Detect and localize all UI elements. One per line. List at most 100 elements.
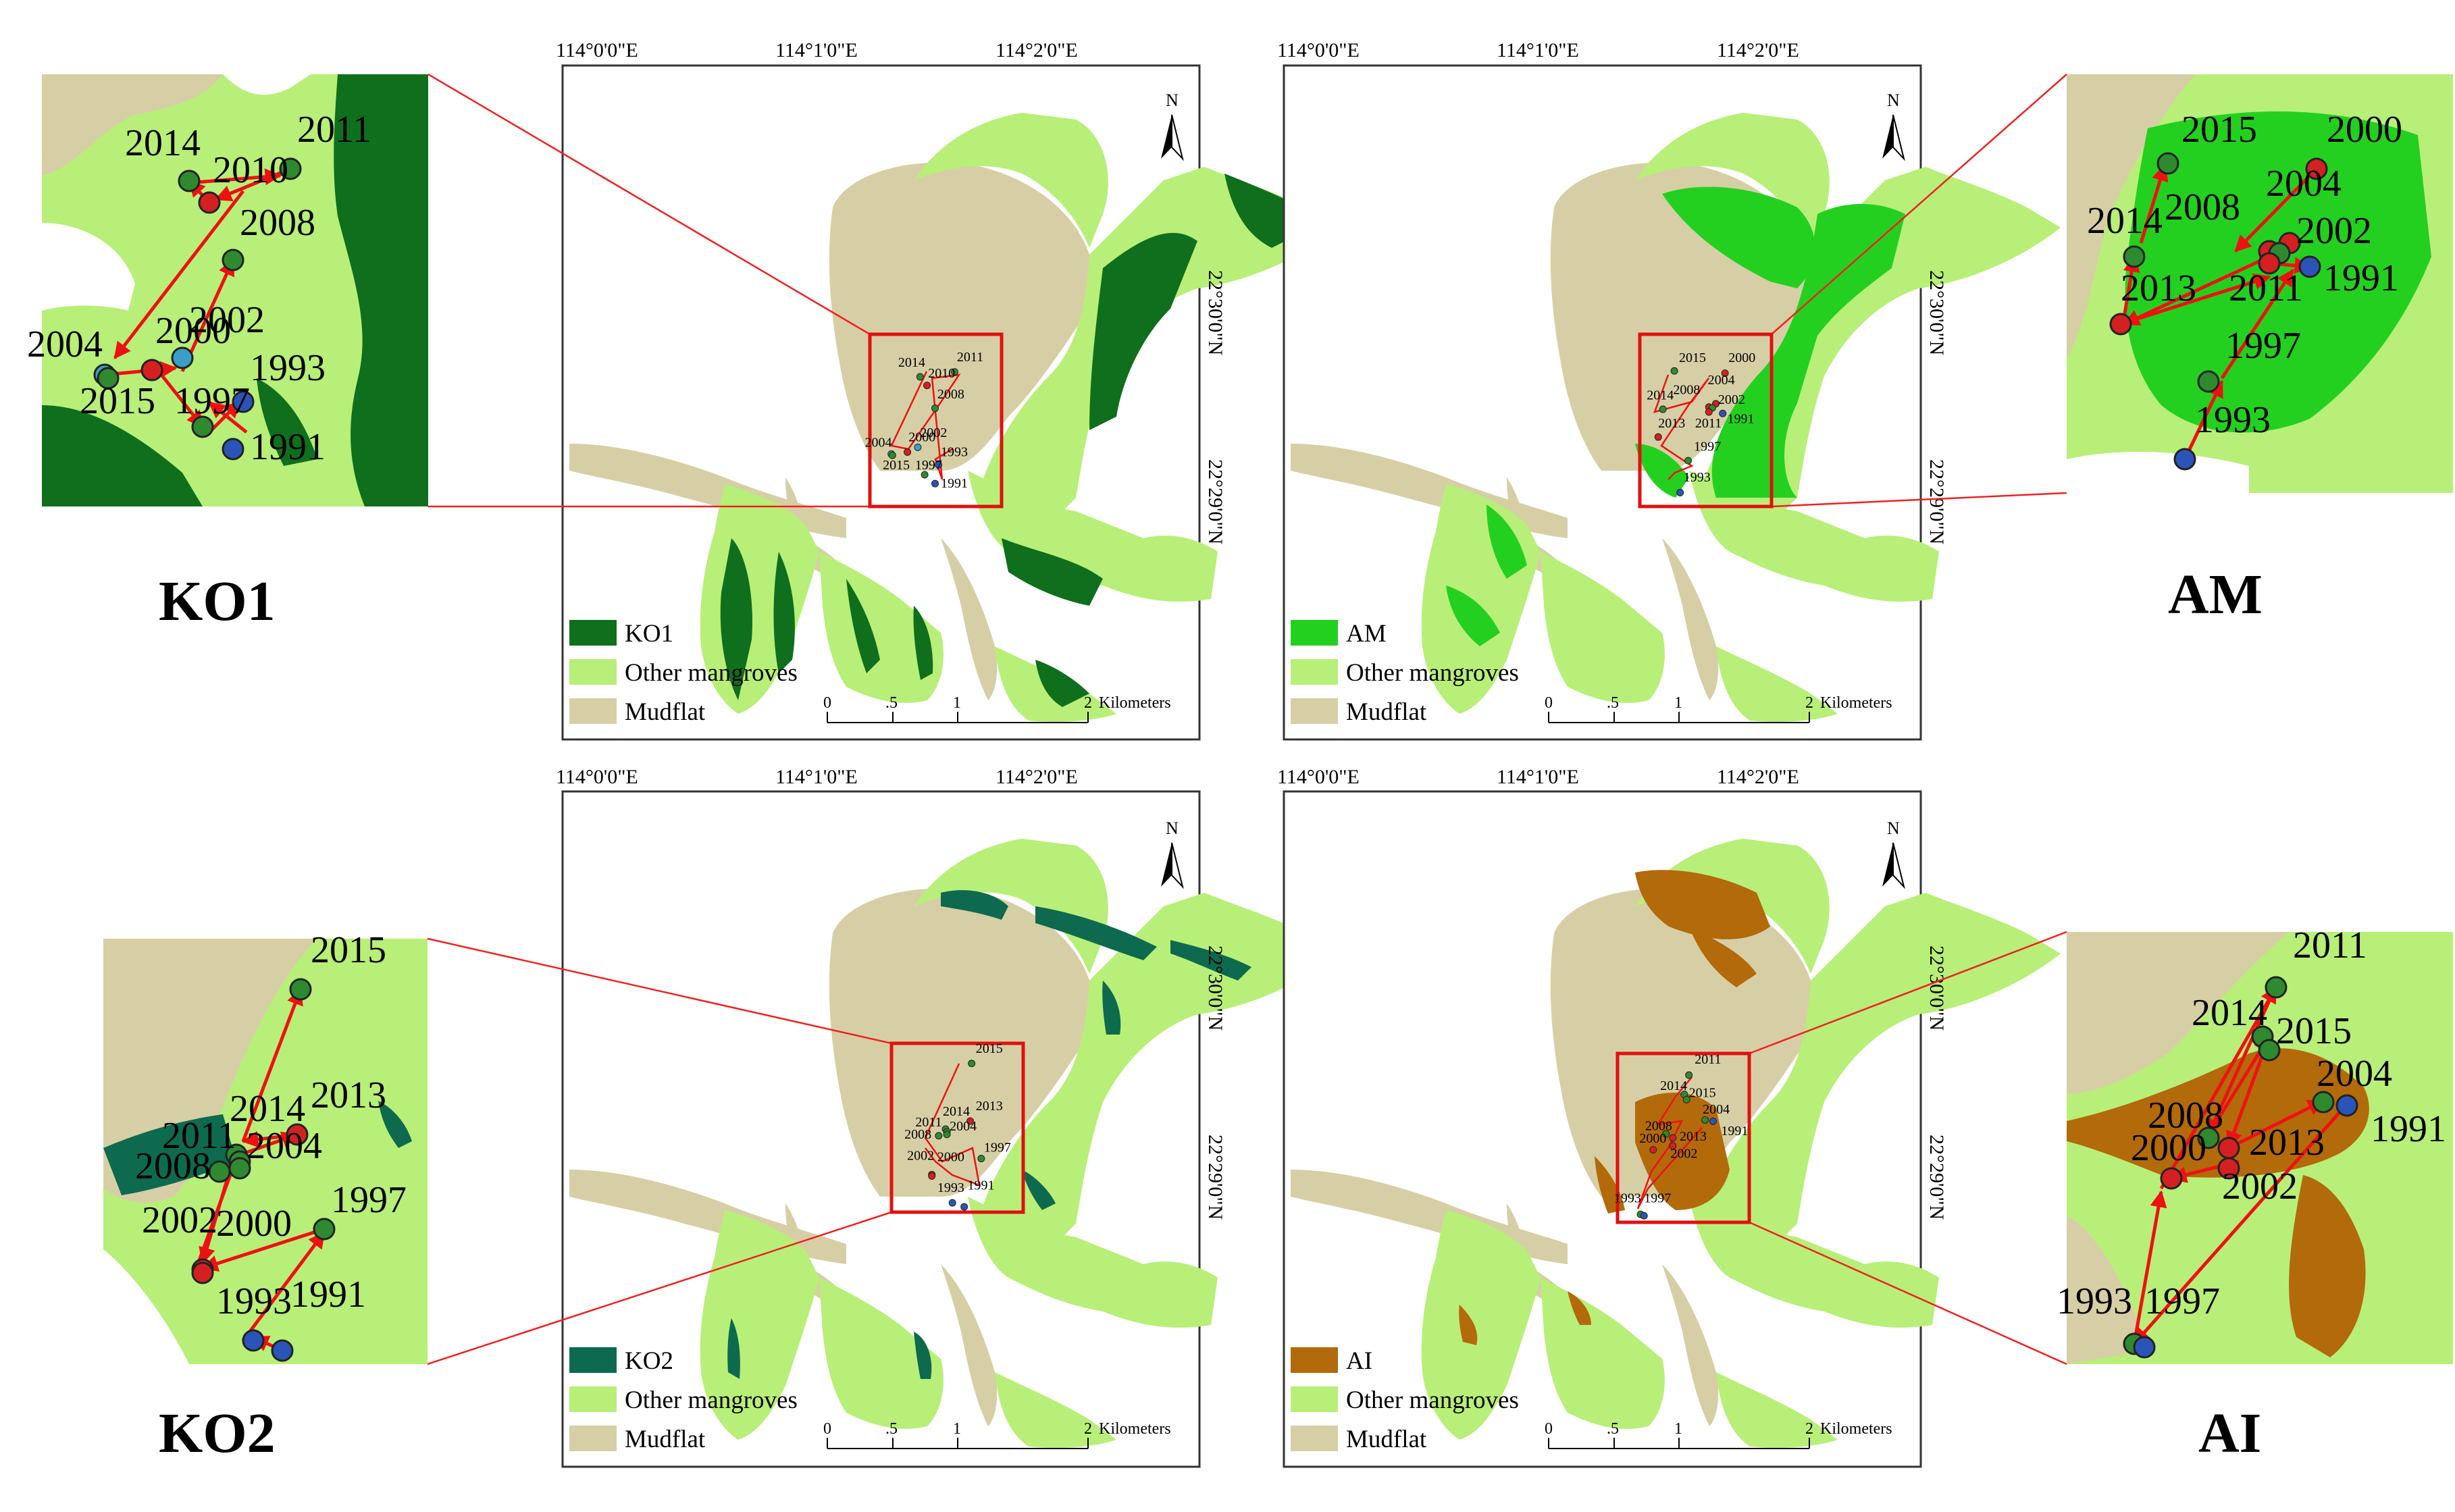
ko1-patches: [720, 174, 1326, 707]
year-point-small: [1701, 1116, 1709, 1124]
coords-lat: 22°30'0"N 22°29'0"N 22°30'0"N 22°29'0"N …: [1204, 270, 1948, 1220]
year-label: 2013: [311, 1074, 386, 1116]
year-point-small: [935, 1132, 943, 1140]
year-label: 1997: [2225, 325, 2301, 367]
year-label-small: 2000: [1728, 350, 1755, 365]
year-point-2011: [279, 157, 302, 180]
year-label-small: 2011: [1695, 416, 1722, 431]
svg-text:Other mangroves: Other mangroves: [1346, 1386, 1519, 1414]
year-point-small: [1640, 1211, 1648, 1220]
svg-text:Mudflat: Mudflat: [1346, 698, 1427, 726]
year-label-small: 2011: [957, 350, 983, 365]
year-point-1997: [191, 415, 214, 438]
year-point-small: [950, 368, 958, 376]
year-label-small: 2002: [1718, 392, 1745, 407]
lon-label: 114°1'0"E: [775, 766, 858, 788]
year-label: 1993: [2057, 1280, 2132, 1322]
year-label: 2004: [27, 323, 103, 365]
year-point-small: [888, 451, 896, 459]
year-label-small: 1997: [1644, 1191, 1671, 1206]
year-label-small: 1997: [1694, 440, 1721, 454]
year-point-small: [948, 1199, 956, 1207]
lon-label: 114°0'0"E: [556, 39, 638, 61]
year-point-small: [1669, 1134, 1677, 1142]
coords-top-row: 114°0'0"E 114°1'0"E 114°2'0"E 114°0'0"E …: [556, 39, 1799, 61]
year-point-2011: [2258, 252, 2281, 275]
small-track-ko2: [924, 1063, 981, 1187]
year-label: 1997: [174, 380, 250, 422]
year-point-small: [914, 443, 922, 451]
year-label: 2000: [2131, 1127, 2206, 1169]
year-point-small: [1719, 409, 1727, 417]
svg-text:N: N: [1887, 818, 1900, 838]
year-point-2010: [198, 191, 221, 214]
year-point-1997: [2133, 1336, 2156, 1359]
year-label-small: 2002: [907, 1149, 934, 1164]
year-label-small: 2004: [1703, 1102, 1730, 1117]
lon-label: 114°1'0"E: [775, 39, 858, 61]
year-label: 2011: [162, 1115, 236, 1157]
ko2-patches: [727, 890, 1251, 1379]
north-arrow-icon: N: [1161, 90, 1184, 161]
year-label: 1993: [216, 1280, 292, 1322]
panel-label-am: AM: [2168, 563, 2263, 626]
svg-text:AM: AM: [1346, 620, 1387, 648]
year-label: 2002: [2222, 1166, 2298, 1207]
svg-text:1: 1: [1674, 694, 1682, 712]
year-label: 2015: [2181, 109, 2257, 151]
year-point-2011: [2265, 976, 2288, 999]
year-label: 2008: [2148, 1095, 2223, 1137]
lon-label: 114°0'0"E: [1277, 39, 1360, 61]
year-point-2013: [286, 1123, 309, 1146]
year-point-small: [923, 382, 931, 390]
inset-ko2: [103, 939, 428, 1364]
small-track-am: [1653, 374, 1710, 480]
scale-bar: 0 .5 1 2 Kilometers: [823, 694, 1171, 723]
year-label-small: 2004: [950, 1119, 977, 1134]
year-point-1991: [222, 438, 244, 461]
year-point-2000: [140, 359, 163, 382]
year-label: 2002: [2296, 210, 2372, 252]
lon-label: 114°2'0"E: [1717, 39, 1799, 61]
year-point-small: [1676, 488, 1684, 496]
svg-text:Mudflat: Mudflat: [625, 1426, 706, 1453]
map-panel-ko1: [561, 64, 1339, 741]
lat-label: 22°29'0"N: [1926, 459, 1948, 544]
lon-label: 114°2'0"E: [1717, 766, 1799, 788]
year-label-small: 2000: [1639, 1131, 1666, 1146]
year-point-small: [1662, 1130, 1670, 1138]
year-point-1993: [232, 390, 255, 413]
year-label: 2004: [2317, 1053, 2392, 1095]
svg-text:KO1: KO1: [625, 620, 673, 648]
coords-bottom-row: 114°0'0"E 114°1'0"E 114°2'0"E 114°0'0"E …: [556, 766, 1799, 788]
year-label-small: 2014: [898, 355, 925, 370]
year-label: 2010: [213, 149, 288, 191]
svg-text:Other mangroves: Other mangroves: [625, 659, 798, 687]
year-label-small: 1991: [941, 476, 968, 491]
legend-ko2: KO2 Other mangroves Mudflat: [569, 1347, 798, 1453]
year-label: 2002: [142, 1199, 217, 1241]
year-label: 2011: [2229, 267, 2303, 309]
points-layer: 2014201420112011201020102008200820042004…: [27, 109, 2446, 1362]
year-label-small: 2008: [1645, 1118, 1672, 1133]
svg-text:Mudflat: Mudflat: [625, 698, 706, 726]
scale-bar: 0 .5 1 2 Kilometers: [823, 1420, 1171, 1449]
year-point-small: [928, 1172, 936, 1180]
svg-text:N: N: [1887, 90, 1900, 110]
year-label: 1991: [2371, 1108, 2446, 1150]
year-point-2015: [97, 367, 120, 390]
year-point-small: [1685, 1071, 1693, 1079]
year-point-2008: [2197, 1126, 2220, 1149]
year-label: 2014: [230, 1088, 305, 1130]
year-label-small: 2011: [915, 1115, 941, 1130]
year-label: 2014: [125, 122, 201, 164]
year-label-small: 1997: [984, 1141, 1011, 1155]
lon-label: 114°2'0"E: [996, 766, 1078, 788]
svg-text:1: 1: [953, 694, 961, 712]
year-label-small: 1993: [1684, 470, 1711, 485]
year-label: 2013: [2249, 1122, 2325, 1164]
year-label: 1997: [2144, 1280, 2220, 1322]
year-label-small: 1991: [968, 1178, 995, 1193]
year-label-small: 1991: [1728, 412, 1755, 427]
